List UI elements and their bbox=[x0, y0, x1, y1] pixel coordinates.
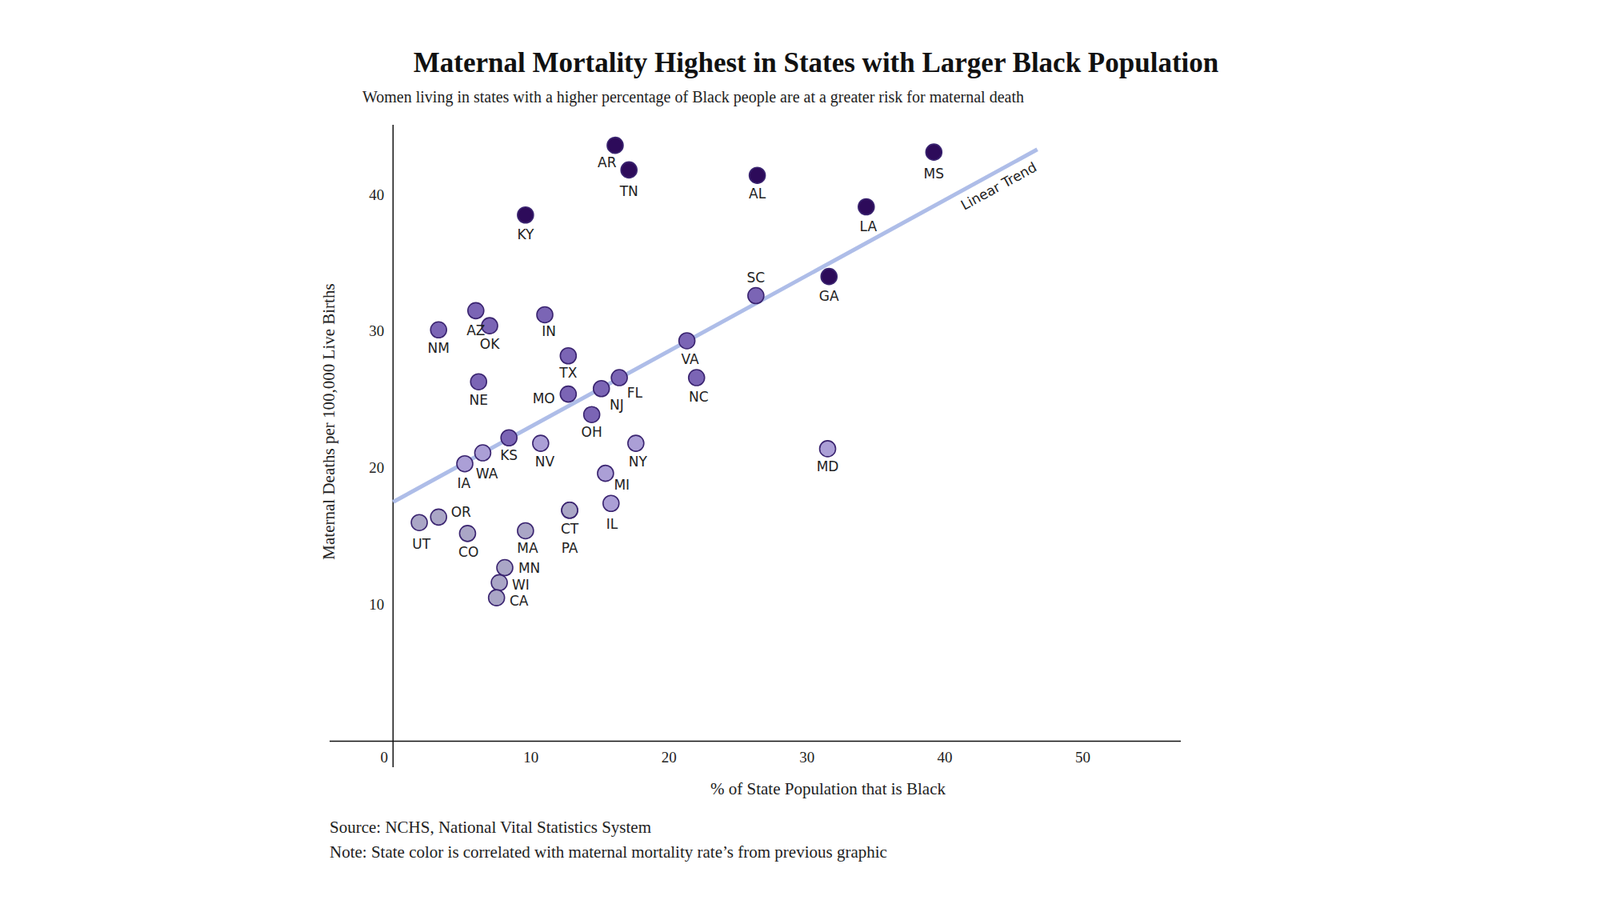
point bbox=[459, 525, 476, 542]
y-axis bbox=[392, 124, 395, 768]
point-label: UT bbox=[412, 536, 431, 552]
point-label: WA bbox=[476, 465, 499, 482]
point bbox=[517, 522, 534, 539]
point bbox=[679, 332, 696, 349]
point bbox=[430, 321, 447, 338]
point-label: AL bbox=[748, 185, 767, 202]
point-label: MD bbox=[816, 458, 840, 475]
point-label: NM bbox=[428, 340, 450, 356]
point-label: NE bbox=[469, 392, 488, 408]
point-label: MA bbox=[516, 540, 539, 556]
point-label: MS bbox=[924, 165, 944, 182]
y-tick-label: 30 bbox=[368, 322, 384, 340]
chart: Maternal Mortality Highest in States wit… bbox=[0, 0, 1600, 900]
point-label: OR bbox=[451, 504, 472, 520]
x-tick-label: 40 bbox=[937, 748, 953, 766]
point bbox=[628, 435, 644, 452]
point-label: CA bbox=[509, 592, 529, 609]
point bbox=[561, 502, 578, 519]
source: Source: NCHS, National Vital Statistics … bbox=[329, 817, 652, 837]
point bbox=[561, 502, 578, 519]
note: Note: State color is correlated with mat… bbox=[329, 842, 888, 862]
point-label: VA bbox=[680, 351, 700, 368]
point-label: MO bbox=[532, 390, 556, 407]
point-label: IA bbox=[456, 475, 471, 492]
point-label: NC bbox=[688, 388, 709, 405]
points bbox=[411, 137, 942, 607]
point bbox=[470, 373, 487, 390]
point bbox=[858, 199, 875, 216]
point-label: IL bbox=[606, 516, 619, 532]
y-tick-label: 20 bbox=[368, 459, 384, 476]
point-label: CT bbox=[560, 520, 580, 537]
point bbox=[496, 560, 513, 576]
plot-area bbox=[392, 149, 1037, 503]
x-axis bbox=[329, 740, 1181, 743]
x-tick-label: 20 bbox=[661, 748, 677, 766]
point bbox=[430, 508, 447, 525]
point-label: NY bbox=[628, 453, 648, 470]
point-label: IN bbox=[541, 323, 556, 340]
point bbox=[607, 137, 624, 154]
x-tick-label: 10 bbox=[523, 748, 539, 766]
point-label: MI bbox=[613, 476, 630, 493]
point-label: KS bbox=[500, 447, 518, 464]
point bbox=[488, 589, 505, 606]
point-labels: ARTNALMSLAKYGASCAZINOKNMTXVANEFLNCMONJOH… bbox=[412, 154, 944, 609]
point bbox=[584, 406, 600, 423]
point bbox=[748, 288, 764, 304]
point-label: AR bbox=[597, 154, 617, 171]
trend-label: Linear Trend bbox=[958, 159, 1040, 214]
point-label: PA bbox=[561, 540, 579, 556]
point bbox=[532, 435, 549, 452]
point bbox=[560, 348, 576, 364]
y-tick-label: 10 bbox=[368, 596, 384, 613]
point bbox=[597, 465, 614, 482]
point-label: NJ bbox=[609, 396, 624, 413]
point bbox=[749, 167, 766, 184]
point bbox=[925, 144, 942, 160]
point-label: OH bbox=[581, 424, 603, 440]
point-label: WI bbox=[512, 576, 530, 593]
point bbox=[536, 306, 553, 323]
point-label: NV bbox=[535, 453, 556, 470]
point bbox=[517, 207, 534, 224]
x-tick-label: 0 bbox=[380, 748, 389, 766]
x-axis-title: % of State Population that is Black bbox=[710, 779, 946, 799]
point-label: CO bbox=[458, 544, 479, 560]
point-label: MN bbox=[518, 560, 540, 576]
point bbox=[688, 369, 705, 386]
point bbox=[593, 380, 610, 397]
x-tick-label: 30 bbox=[799, 748, 815, 766]
y-axis-title: Maternal Deaths per 100,000 Live Births bbox=[319, 283, 339, 560]
point bbox=[411, 514, 428, 531]
point bbox=[491, 574, 508, 591]
point bbox=[603, 495, 620, 512]
point bbox=[474, 444, 491, 461]
point-label: SC bbox=[747, 269, 766, 286]
subtitle: Women living in states with a higher per… bbox=[362, 88, 1024, 107]
y-tick-label: 40 bbox=[368, 186, 384, 204]
point bbox=[560, 386, 576, 403]
point-label: KY bbox=[516, 226, 535, 243]
x-tick-label: 50 bbox=[1075, 748, 1091, 766]
point bbox=[820, 268, 837, 285]
point-label: TN bbox=[619, 183, 639, 200]
point-label: LA bbox=[860, 218, 878, 235]
point bbox=[500, 429, 517, 446]
point-label: GA bbox=[819, 288, 840, 304]
point-label: FL bbox=[627, 384, 644, 401]
point bbox=[468, 302, 484, 319]
point bbox=[456, 456, 473, 472]
point bbox=[620, 161, 637, 178]
point-label: OK bbox=[480, 336, 500, 352]
trend-line bbox=[392, 149, 1037, 503]
point bbox=[611, 369, 628, 386]
point-label: TX bbox=[558, 364, 577, 381]
title: Maternal Mortality Highest in States wit… bbox=[413, 47, 1220, 79]
point bbox=[820, 440, 836, 457]
